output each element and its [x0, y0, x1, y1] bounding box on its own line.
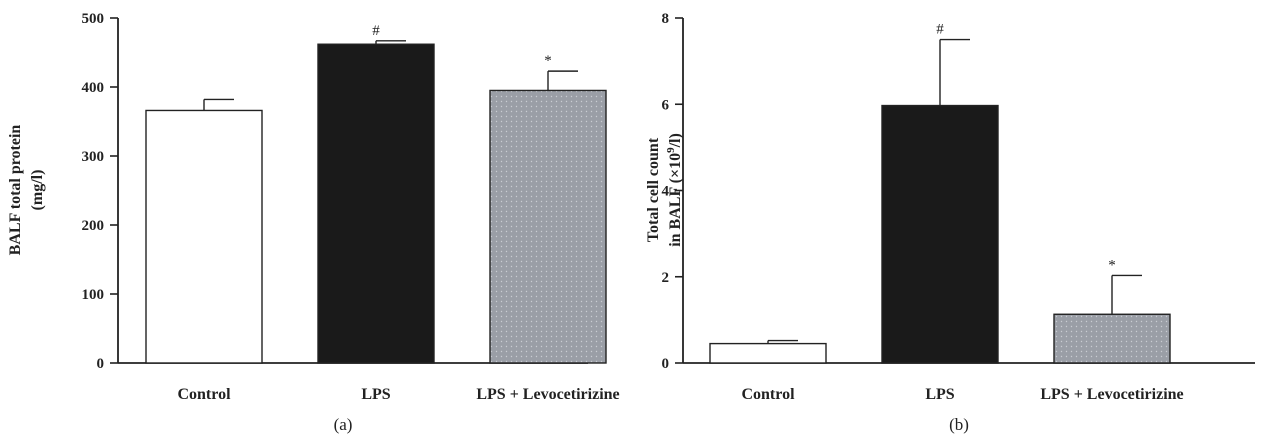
chart-panel-b: 0 2 4 6 8 Control # LPS * LPS + Levocetirizine Tot…	[645, 11, 1255, 434]
panel-label: (b)	[949, 415, 969, 434]
y-tick-label: 6	[662, 97, 670, 113]
category-label: LPS + Levocetirizine	[476, 386, 619, 403]
bar-lps	[317, 43, 435, 364]
category-label: LPS + Levocetirizine	[1040, 386, 1183, 403]
y-tick-label: 0	[662, 356, 670, 372]
y-tick-label: 200	[82, 218, 105, 234]
bar-lps-levocetirizine	[489, 89, 607, 364]
category-label: LPS	[361, 386, 390, 403]
y-tick-label: 2	[662, 270, 670, 286]
y-tick-label: 4	[662, 184, 670, 200]
y-tick-label: 400	[82, 80, 105, 96]
chart-panel-a: 0 100 200 300 400 500 Control # LPS * LPS + Levoce…	[7, 11, 620, 434]
significance-mark: #	[936, 22, 944, 38]
significance-mark: #	[372, 23, 380, 39]
bar-control	[145, 109, 263, 364]
y-tick-label: 8	[662, 11, 670, 27]
category-label: Control	[741, 386, 795, 403]
y-tick-label: 300	[82, 149, 105, 165]
panel-label: (a)	[334, 415, 353, 434]
y-tick-label: 500	[82, 11, 105, 27]
category-label: LPS	[925, 386, 954, 403]
y-axis-label: Total cell count in BALF (×109/l)	[645, 133, 684, 247]
significance-mark: *	[544, 53, 552, 69]
y-axis-label: BALF total protein (mg/l)	[7, 125, 46, 256]
significance-mark: *	[1108, 257, 1116, 273]
bar-lps	[881, 104, 999, 364]
y-tick-label: 0	[97, 356, 105, 372]
bar-control	[709, 342, 827, 364]
bar-lps-levocetirizine	[1053, 313, 1171, 364]
y-tick-label: 100	[82, 287, 105, 303]
category-label: Control	[177, 386, 231, 403]
